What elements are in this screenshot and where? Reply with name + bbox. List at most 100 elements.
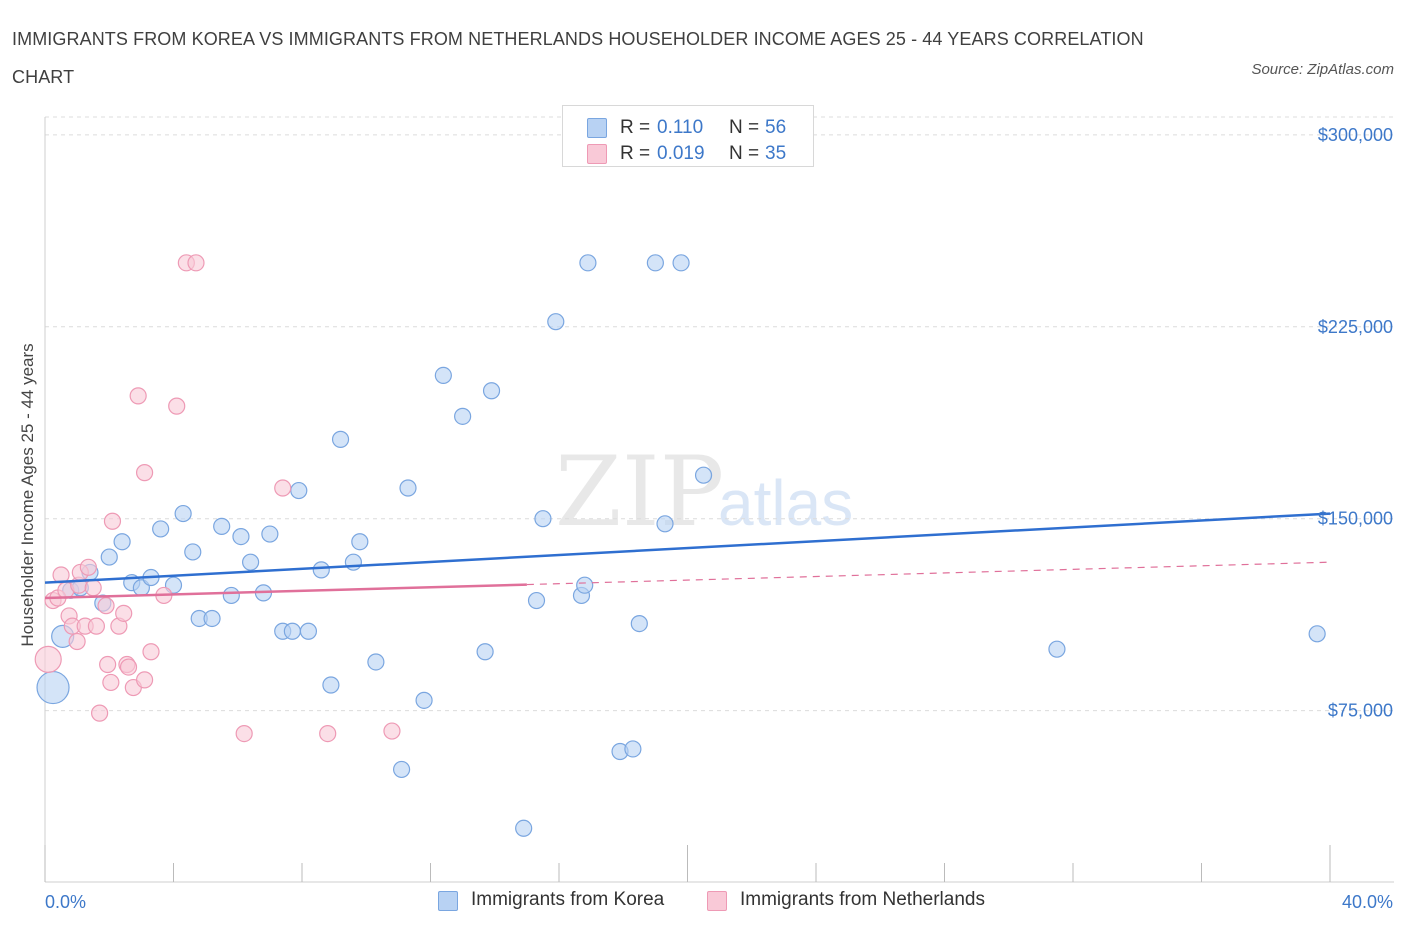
netherlands-trend-line <box>44 583 527 600</box>
korea-point <box>624 740 642 758</box>
korea-point <box>184 543 202 561</box>
netherlands-point <box>103 512 122 530</box>
korea-point <box>646 254 664 272</box>
netherlands-point <box>68 632 86 651</box>
korea-trend-line <box>44 512 1331 584</box>
r-value: 0.019 <box>657 143 705 164</box>
korea-point <box>299 622 318 640</box>
watermark-zip: ZIP <box>555 436 724 548</box>
korea-point <box>482 382 501 400</box>
korea-point <box>36 670 70 705</box>
netherlands-point <box>97 597 115 615</box>
netherlands-point <box>187 254 205 272</box>
korea-point <box>1048 640 1066 658</box>
korea-point <box>174 504 192 523</box>
netherlands-series <box>34 254 401 743</box>
korea-point <box>1308 625 1326 643</box>
stats-legend: R = 0.110 N = 56 R = 0.019 N = 35 <box>562 105 814 167</box>
korea-point <box>113 533 131 551</box>
chart-title: IMMIGRANTS FROM KOREA VS IMMIGRANTS FROM… <box>12 29 1144 87</box>
korea-point <box>672 254 690 272</box>
x-tick-label-max: 40.0% <box>1342 892 1393 912</box>
korea-series <box>36 254 1326 837</box>
n-value: 35 <box>765 143 787 164</box>
korea-point <box>515 819 533 837</box>
y-tick-label: $300,000 <box>1318 125 1393 145</box>
netherlands-point <box>91 704 109 722</box>
korea-point <box>232 527 250 546</box>
korea-point <box>434 366 452 385</box>
y-tick-label: $75,000 <box>1328 701 1393 721</box>
n-label: N = <box>729 117 760 138</box>
netherlands-point <box>115 604 133 622</box>
korea-point <box>203 609 221 628</box>
korea-point <box>630 614 648 633</box>
r-label: R = <box>620 143 651 164</box>
netherlands-point <box>84 579 102 597</box>
netherlands-point <box>34 645 62 674</box>
netherlands-point <box>135 671 154 689</box>
korea-point <box>454 407 472 425</box>
n-value: 56 <box>765 117 787 138</box>
r-value: 0.110 <box>657 117 704 138</box>
netherlands-point <box>235 725 253 743</box>
korea-point <box>576 576 594 594</box>
korea-point <box>290 481 308 500</box>
netherlands-point <box>142 643 160 661</box>
netherlands-point <box>87 617 106 635</box>
korea-point <box>547 313 565 331</box>
watermark-atlas: atlas <box>718 467 853 539</box>
n-label: N = <box>729 143 760 164</box>
netherlands-trend-extension <box>526 561 1331 586</box>
netherlands-point <box>102 673 120 692</box>
korea-point <box>242 553 260 571</box>
korea-point <box>392 760 411 779</box>
legend-label: Immigrants from Netherlands <box>740 889 985 910</box>
korea-point <box>656 515 674 533</box>
r-label: R = <box>620 117 651 138</box>
korea-point <box>476 643 494 661</box>
korea-point <box>331 430 350 448</box>
netherlands-point <box>129 387 147 405</box>
netherlands-point <box>274 479 292 497</box>
netherlands-swatch <box>707 891 727 911</box>
netherlands-point <box>383 722 401 740</box>
korea-point <box>351 533 369 551</box>
korea-point <box>152 520 170 538</box>
korea-point <box>213 517 231 535</box>
watermark: ZIP atlas <box>555 436 853 548</box>
y-tick-labels: $300,000 $225,000 $150,000 $75,000 <box>1318 125 1393 721</box>
x-tick-label-min: 0.0% <box>45 892 86 912</box>
netherlands-point <box>135 464 154 482</box>
legend-label: Immigrants from Korea <box>471 889 665 910</box>
korea-point <box>534 510 552 528</box>
korea-point <box>367 653 385 671</box>
grid <box>45 116 1394 712</box>
netherlands-point <box>99 655 117 674</box>
korea-point <box>579 254 597 272</box>
netherlands-point <box>119 658 138 676</box>
korea-point <box>261 525 279 543</box>
y-tick-label: $150,000 <box>1318 509 1393 529</box>
netherlands-swatch <box>587 144 607 164</box>
korea-point <box>283 622 301 640</box>
korea-point <box>100 548 118 566</box>
korea-point <box>344 553 362 571</box>
korea-swatch <box>587 118 607 138</box>
korea-point <box>222 586 240 605</box>
korea-swatch <box>438 891 458 911</box>
trend-lines <box>44 512 1331 600</box>
korea-point <box>694 466 713 484</box>
axes <box>44 117 1394 883</box>
korea-point <box>415 691 433 709</box>
korea-point <box>322 676 340 694</box>
source-note: Source: ZipAtlas.com <box>1251 61 1394 78</box>
korea-point <box>527 591 546 610</box>
korea-point <box>312 561 330 579</box>
korea-point <box>399 479 417 497</box>
netherlands-point <box>319 725 337 743</box>
y-tick-label: $225,000 <box>1318 317 1393 337</box>
netherlands-point <box>79 558 97 576</box>
netherlands-point <box>168 397 186 415</box>
